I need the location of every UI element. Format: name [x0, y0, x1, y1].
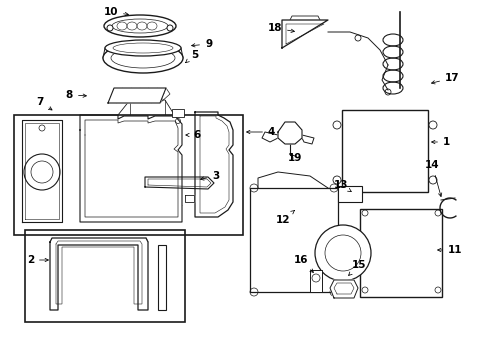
Bar: [158, 245, 165, 310]
Circle shape: [24, 154, 60, 190]
Text: 5: 5: [185, 50, 198, 63]
Bar: [249, 188, 337, 292]
Text: 8: 8: [65, 90, 86, 100]
Circle shape: [107, 25, 113, 31]
Bar: [341, 110, 427, 192]
Polygon shape: [80, 115, 182, 222]
Circle shape: [39, 125, 45, 131]
Polygon shape: [145, 177, 214, 189]
Circle shape: [314, 225, 370, 281]
Text: 19: 19: [287, 153, 302, 163]
Polygon shape: [195, 112, 232, 217]
Polygon shape: [329, 280, 357, 298]
Polygon shape: [22, 120, 62, 222]
Ellipse shape: [103, 43, 183, 73]
Text: 1: 1: [431, 137, 449, 147]
Circle shape: [428, 176, 436, 184]
Bar: [309, 270, 321, 292]
Bar: [359, 209, 441, 297]
Bar: [14, 115, 243, 235]
Text: 3: 3: [200, 171, 219, 181]
Polygon shape: [50, 238, 148, 310]
Text: 11: 11: [437, 245, 462, 255]
Polygon shape: [184, 195, 194, 202]
Text: 9: 9: [191, 39, 212, 49]
Text: 13: 13: [333, 180, 350, 192]
Text: 16: 16: [293, 255, 313, 273]
Bar: [172, 109, 183, 117]
Text: 18: 18: [267, 23, 294, 33]
Text: 14: 14: [424, 160, 441, 197]
Text: 17: 17: [430, 73, 459, 84]
Text: 6: 6: [185, 130, 200, 140]
Bar: [25, 230, 184, 322]
Ellipse shape: [113, 46, 173, 60]
Text: 4: 4: [246, 127, 275, 137]
Ellipse shape: [104, 15, 176, 37]
Text: 2: 2: [27, 255, 48, 265]
Polygon shape: [282, 20, 327, 48]
Text: 12: 12: [275, 210, 294, 225]
Bar: [337, 186, 361, 202]
Text: 7: 7: [37, 97, 52, 110]
Polygon shape: [108, 88, 165, 103]
Text: 15: 15: [348, 260, 366, 275]
Circle shape: [428, 121, 436, 129]
Polygon shape: [278, 122, 302, 144]
Circle shape: [332, 176, 340, 184]
Circle shape: [332, 121, 340, 129]
Text: 10: 10: [103, 7, 128, 17]
Circle shape: [167, 25, 173, 31]
Ellipse shape: [105, 40, 181, 56]
